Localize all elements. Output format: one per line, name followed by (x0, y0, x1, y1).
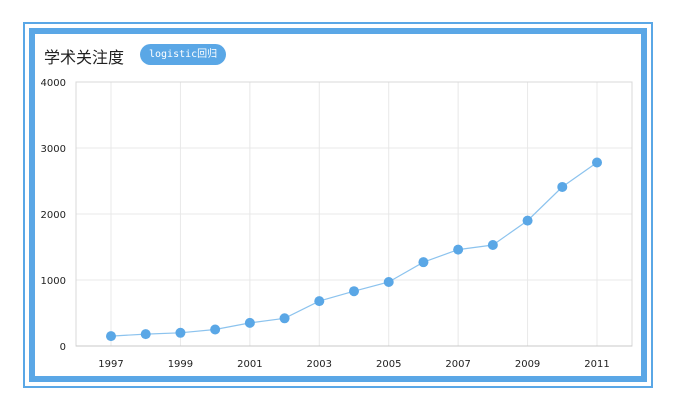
chart-title: 学术关注度 (44, 48, 125, 67)
data-point (175, 327, 186, 338)
data-point (557, 181, 568, 192)
data-point (383, 276, 394, 287)
data-point (522, 215, 533, 226)
panel-outer-border (23, 22, 653, 388)
data-point (349, 286, 359, 297)
data-point (487, 240, 498, 251)
x-tick-label: 2011 (584, 359, 609, 370)
y-tick-label: 0 (60, 342, 66, 353)
x-tick-label: 2009 (515, 359, 540, 370)
y-tick-label: 2000 (41, 210, 66, 221)
x-tick-label: 2007 (445, 359, 470, 370)
x-tick-label: 2001 (237, 359, 262, 370)
x-tick-label: 1997 (98, 359, 123, 370)
x-tick-label: 2005 (376, 359, 401, 370)
x-tick-label: 1999 (168, 359, 193, 370)
data-point (140, 329, 151, 340)
data-point (106, 331, 116, 342)
data-point (453, 244, 464, 255)
data-point (418, 257, 429, 268)
y-tick-label: 1000 (41, 276, 66, 287)
data-point (244, 317, 255, 328)
data-point (314, 296, 325, 307)
logistic-regression-button[interactable]: logistic回归 (140, 44, 227, 65)
data-point (592, 157, 602, 168)
y-tick-label: 3000 (41, 144, 66, 155)
data-point (279, 313, 290, 324)
series-line (110, 162, 598, 337)
panel-inner-border (29, 28, 647, 382)
x-tick-label: 2003 (307, 359, 332, 370)
y-tick-label: 4000 (41, 78, 66, 89)
data-point (210, 324, 221, 335)
